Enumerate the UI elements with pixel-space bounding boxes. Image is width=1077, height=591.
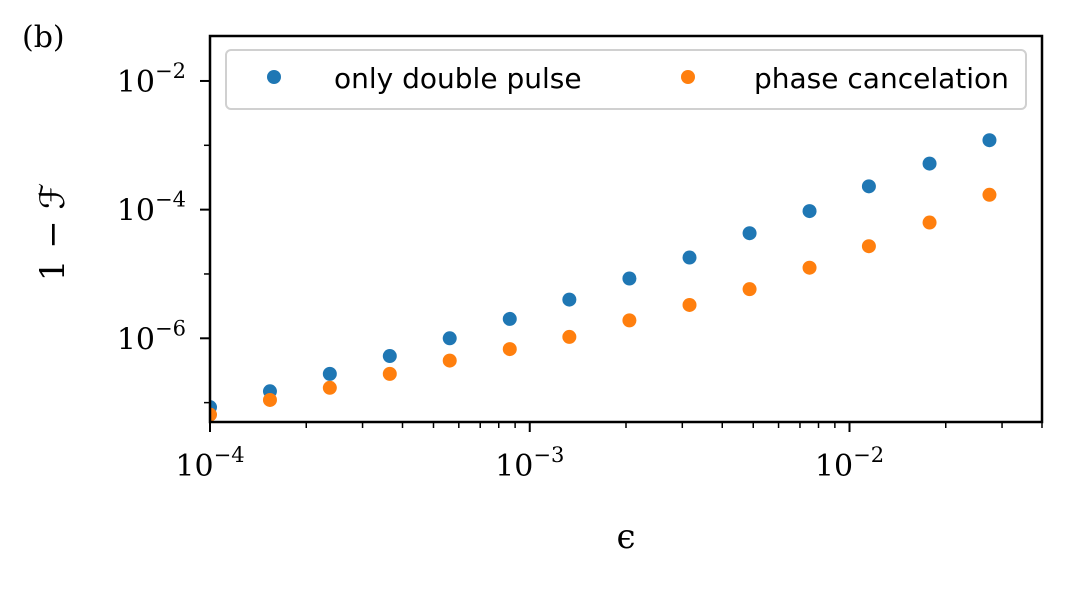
data-point-series-1 xyxy=(322,366,337,381)
y-axis-label: 1 − ℱ xyxy=(33,183,73,281)
data-point-series-1 xyxy=(442,331,457,346)
legend-marker xyxy=(267,70,281,84)
data-point-series-2 xyxy=(1042,160,1056,174)
data-point-series-1 xyxy=(382,349,397,364)
data-point-series-1 xyxy=(562,292,577,307)
data-point-series-2 xyxy=(861,239,876,254)
data-point-series-2 xyxy=(322,380,337,395)
data-point-series-1 xyxy=(982,133,997,148)
data-point-series-1 xyxy=(922,156,937,171)
data-point-series-2 xyxy=(210,407,217,422)
x-tick-label: 10−2 xyxy=(815,443,884,484)
legend-marker xyxy=(681,70,695,84)
data-point-series-2 xyxy=(622,313,637,328)
data-point-series-2 xyxy=(262,392,277,407)
data-point-series-2 xyxy=(922,215,937,230)
data-point-series-2 xyxy=(502,342,517,357)
data-point-series-2 xyxy=(742,282,757,297)
x-tick-label: 10−4 xyxy=(175,443,244,484)
data-point-series-1 xyxy=(861,179,876,194)
y-tick-label: 10−6 xyxy=(117,316,186,357)
y-tick-label: 10−4 xyxy=(117,188,186,229)
x-tick-label: 10−3 xyxy=(495,443,564,484)
axes: 10−4 10−3 10−2 10−6 10−4 10−2 xyxy=(117,34,1044,484)
data-point-series-1 xyxy=(1042,112,1056,126)
data-point-series-2 xyxy=(682,297,697,312)
data-point-series-1 xyxy=(802,204,817,219)
data-point-series-2 xyxy=(382,366,397,381)
x-axis-label: ϵ xyxy=(616,517,635,557)
y-tick-label: 10−2 xyxy=(117,59,186,100)
data-point-series-2 xyxy=(982,187,997,202)
data-point-series-1 xyxy=(622,271,637,286)
legend-label: only double pulse xyxy=(334,62,582,95)
data-point-series-2 xyxy=(442,353,457,368)
legend-label: phase cancelation xyxy=(754,62,1009,95)
data-points xyxy=(210,112,1056,422)
data-point-series-1 xyxy=(502,311,517,326)
data-point-series-2 xyxy=(802,260,817,275)
data-point-series-1 xyxy=(742,226,757,241)
data-point-series-2 xyxy=(562,329,577,344)
data-point-series-1 xyxy=(682,250,697,265)
legend-box xyxy=(225,49,1027,110)
panel-label: (b) xyxy=(22,20,65,55)
legend: only double pulse phase cancelation xyxy=(225,49,1027,110)
